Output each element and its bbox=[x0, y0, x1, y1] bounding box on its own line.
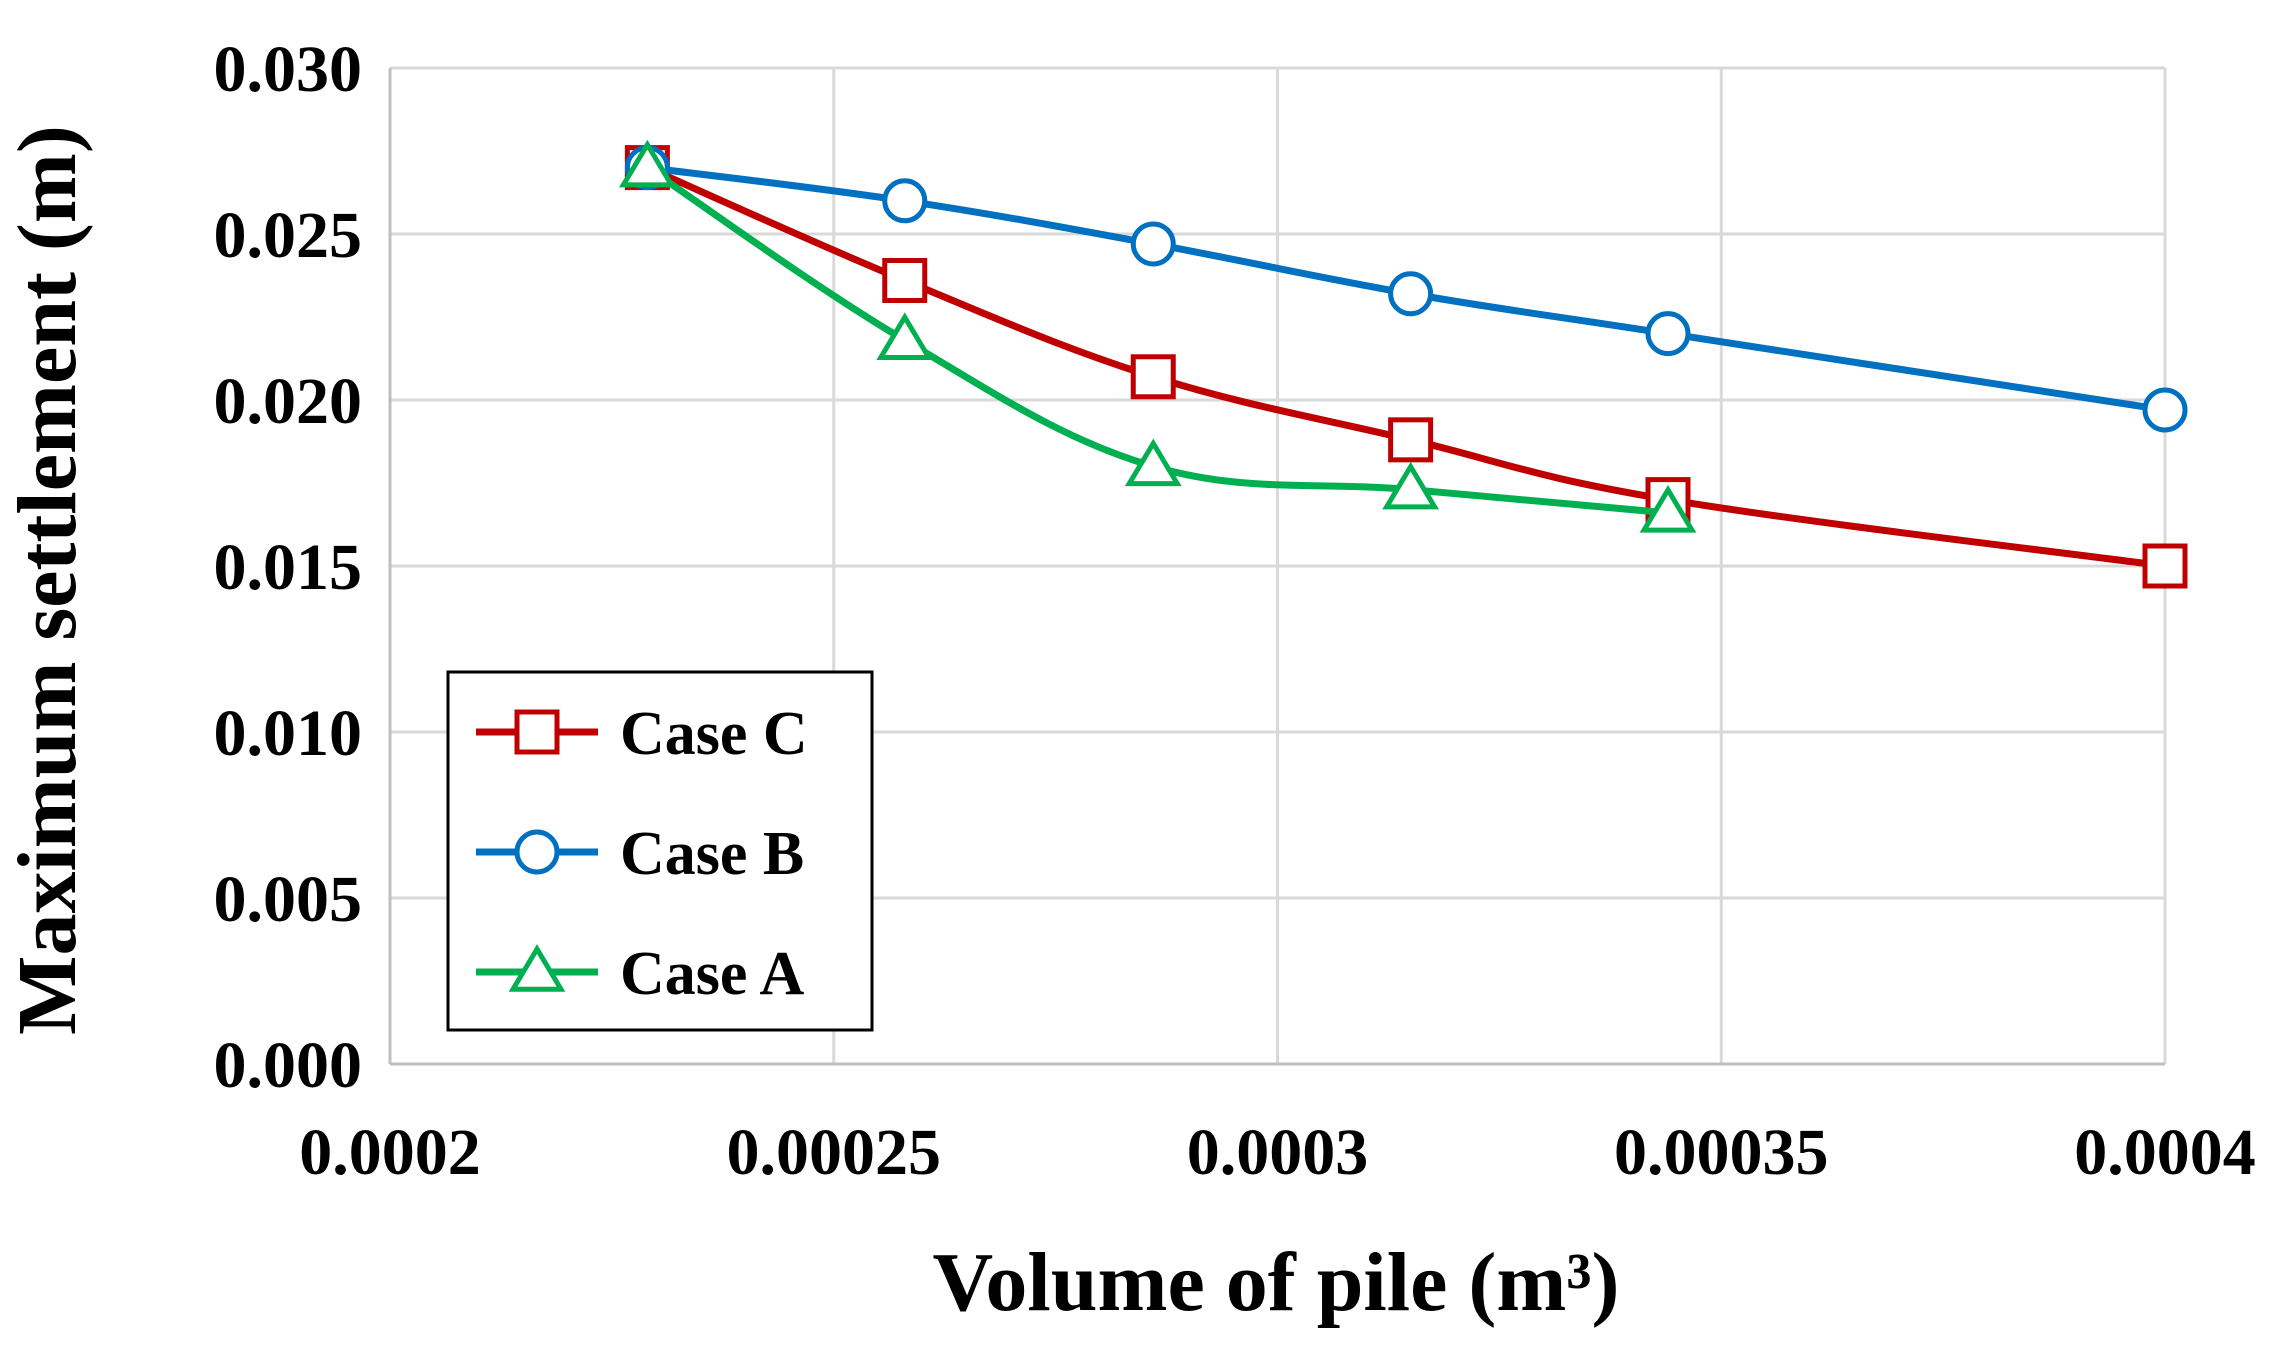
square-marker bbox=[514, 709, 560, 755]
x-tick-label: 0.0004 bbox=[2074, 1116, 2256, 1189]
series-layer bbox=[618, 139, 2188, 589]
circle-marker bbox=[2142, 387, 2188, 433]
circle-marker bbox=[882, 178, 928, 224]
legend: Case C Case B Case A bbox=[446, 670, 874, 1032]
axis-layer bbox=[388, 68, 2165, 1066]
square-marker bbox=[2142, 543, 2188, 589]
x-axis-title: Volume of pile (m³) bbox=[932, 1236, 1619, 1329]
legend-item: Case C bbox=[476, 700, 808, 768]
triangle-marker bbox=[1639, 484, 1697, 533]
triangle-marker bbox=[508, 944, 566, 992]
legend-label: Case A bbox=[620, 940, 805, 1008]
triangle-marker bbox=[618, 139, 676, 188]
y-axis-title: Maximum settlement (m) bbox=[1, 125, 94, 1035]
tick-labels: 0.000 0.005 0.010 0.015 0.020 0.025 0.030 0.000… bbox=[214, 33, 2256, 1189]
circle-marker bbox=[1130, 221, 1176, 267]
x-tick-label: 0.0003 bbox=[1187, 1116, 1369, 1189]
square-marker bbox=[1388, 417, 1434, 463]
triangle-marker bbox=[1124, 438, 1182, 487]
y-tick-label: 0.020 bbox=[214, 365, 363, 438]
y-tick-label: 0.005 bbox=[214, 863, 363, 936]
y-tick-label: 0.015 bbox=[214, 531, 363, 604]
circle-marker bbox=[1388, 271, 1434, 317]
x-tick-label: 0.00025 bbox=[727, 1116, 942, 1189]
legend-item: Case B bbox=[476, 820, 804, 888]
y-tick-label: 0.010 bbox=[214, 697, 363, 770]
triangle-marker bbox=[1382, 461, 1440, 510]
series-case-c bbox=[624, 145, 2188, 589]
x-tick-label: 0.00035 bbox=[1614, 1116, 1829, 1189]
circle-marker bbox=[1645, 311, 1691, 357]
triangle-marker bbox=[876, 312, 934, 360]
legend-label: Case B bbox=[620, 820, 804, 888]
series-case-b bbox=[624, 145, 2188, 433]
legend-item: Case A bbox=[476, 940, 805, 1008]
y-tick-label: 0.025 bbox=[214, 199, 363, 272]
series-case-a bbox=[618, 139, 1697, 533]
circle-marker bbox=[514, 829, 560, 875]
legend-label: Case C bbox=[620, 700, 808, 768]
square-marker bbox=[1130, 354, 1176, 400]
square-marker bbox=[882, 257, 928, 303]
y-tick-label: 0.000 bbox=[214, 1029, 363, 1102]
x-tick-label: 0.0002 bbox=[299, 1116, 481, 1189]
y-tick-label: 0.030 bbox=[214, 33, 363, 106]
